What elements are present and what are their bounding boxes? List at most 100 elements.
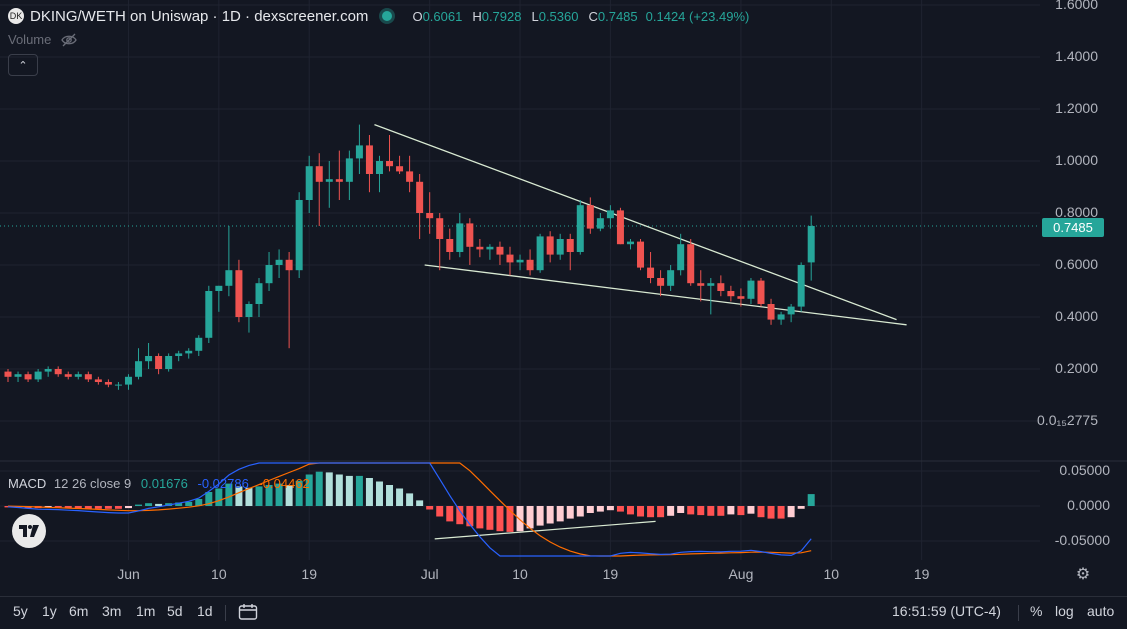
candle-body [546,236,554,255]
timeframe-6m-button[interactable]: 6m [69,603,89,619]
macd-histogram-bar [135,504,143,506]
candle-body [707,283,715,286]
candle-body [84,374,92,380]
candle-body [697,283,705,286]
macd-histogram-bar [335,474,343,506]
macd-histogram-bar [637,506,645,517]
macd-histogram-bar [767,506,775,519]
candle-body [265,265,273,284]
candle-body [777,314,785,320]
macd-histogram-bar [787,506,795,518]
macd-params: 12 26 close 9 [53,476,132,491]
macd-histogram-bar [285,485,293,506]
time-axis-label: 19 [914,566,930,582]
time-axis-label: 19 [603,566,619,582]
tradingview-logo-icon[interactable] [12,514,46,548]
macd-histogram-bar [436,506,444,517]
macd-hist-value: 0.01676 [140,476,188,491]
macd-histogram-bar [375,481,383,506]
candle-body [616,210,624,245]
candle-body [94,379,102,382]
macd-histogram-bar [416,500,424,506]
candle-body [677,244,685,271]
timezone-clock[interactable]: 16:51:59 (UTC-4) [892,603,1001,619]
open-value: 0.6061 [422,8,463,24]
macd-histogram-bar [677,506,685,513]
candle-body [375,161,383,174]
macd-histogram-bar [606,506,614,511]
price-axis-label: 1.6000 [1055,0,1098,12]
macd-histogram-bar [546,506,554,524]
auto-scale-toggle[interactable]: auto [1087,603,1115,619]
trendlines [374,123,907,540]
candle-body [24,374,32,380]
timeframe-1d-button[interactable]: 1d [197,603,213,619]
volume-indicator[interactable]: Volume [8,32,78,47]
timeframe-5d-button[interactable]: 5d [167,603,183,619]
macd-axis-label: 0.0000 [1067,497,1110,513]
eye-hidden-icon[interactable] [61,33,78,47]
macd-histogram-bar [667,506,675,516]
candle-body [466,223,474,247]
calendar-range-icon[interactable] [238,603,258,621]
timeframe-3m-button[interactable]: 3m [102,603,122,619]
macd-line [7,462,812,557]
macd-axis-label: 0.05000 [1059,462,1110,478]
macd-histogram-bar [807,494,815,506]
candlestick-series [4,124,815,390]
lower-trendline [424,264,907,326]
low-value: 0.5360 [538,8,579,24]
toolbar-divider [225,605,226,621]
log-scale-toggle[interactable]: log [1055,603,1074,619]
macd-pane [4,462,815,557]
macd-histogram-bar [516,506,524,532]
macd-histogram-bar [315,471,323,506]
candle-body [355,145,363,159]
candle-body [396,166,404,172]
macd-histogram-bar [576,506,584,517]
macd-histogram-bar [727,506,735,515]
macd-histogram-bar [175,502,183,506]
macd-histogram-bar [506,506,514,532]
chart-title: DKING/WETH on Uniswap · 1D · dexscreener… [30,7,369,25]
timeframe-1m-button[interactable]: 1m [136,603,156,619]
settings-gear-icon[interactable]: ⚙ [1075,566,1091,583]
candle-body [647,267,655,278]
candle-body [596,218,604,229]
time-axis-label: 10 [211,566,227,582]
candle-body [175,353,183,356]
candle-body [757,280,765,304]
candle-body [787,306,795,315]
collapse-legend-button[interactable]: ⌃ [8,54,38,76]
macd-histogram-bar [265,485,273,506]
macd-histogram-bar [54,506,62,508]
candle-body [275,259,283,265]
candle-body [225,270,233,286]
candle-body [135,361,143,377]
candle-body [195,337,203,351]
timeframe-5y-button[interactable]: 5y [13,603,28,619]
time-axis-label: 10 [512,566,528,582]
price-axis-label: 0.6000 [1055,256,1098,272]
time-axis-label: Jun [117,566,140,582]
candle-body [255,283,263,304]
candle-body [626,241,634,245]
candle-body [657,278,665,286]
macd-legend[interactable]: MACD 12 26 close 9 0.01676 -0.02786 -0.0… [8,476,310,491]
candle-body [185,350,193,354]
percent-scale-toggle[interactable]: % [1030,603,1043,619]
close-value: 0.7485 [597,8,638,24]
macd-histogram-bar [446,506,454,522]
candle-body [34,371,42,380]
macd-histogram-bar [396,488,404,506]
live-status-icon [382,11,393,21]
macd-line-value: -0.02786 [197,476,249,491]
macd-histogram-bar [757,506,765,518]
price-axis-label: 1.4000 [1055,48,1098,64]
time-axis: Jun 10 19 Jul 10 19 Aug 10 19 [117,566,929,582]
candle-body [426,213,434,219]
macd-name: MACD [8,476,47,491]
timeframe-1y-button[interactable]: 1y [42,603,57,619]
volume-label: Volume [8,32,52,47]
